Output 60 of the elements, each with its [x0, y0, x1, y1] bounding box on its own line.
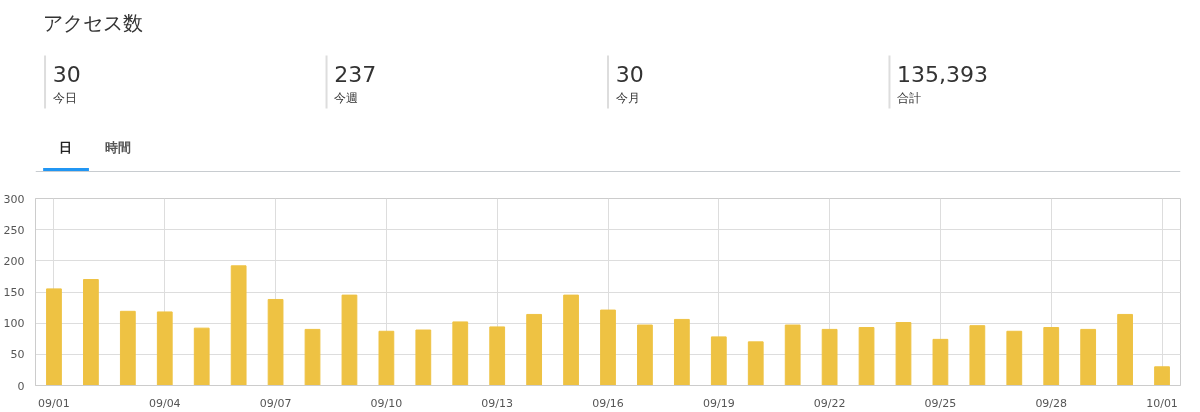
y-tick-label: 0	[17, 379, 25, 393]
bar	[969, 325, 986, 386]
x-tick-label: 09/07	[259, 396, 292, 410]
bar	[193, 327, 210, 386]
y-tick-label: 300	[3, 192, 25, 206]
bar	[932, 338, 949, 386]
bar	[563, 294, 579, 386]
bar	[747, 341, 764, 386]
x-tick-label: 09/28	[1035, 396, 1068, 410]
category-label: 今月	[615, 90, 640, 105]
category-label: 合計	[897, 90, 922, 105]
bar	[378, 330, 395, 386]
text: 日	[59, 140, 73, 155]
bar	[1154, 366, 1170, 386]
text: アクセス数	[43, 10, 144, 35]
bar	[1117, 313, 1133, 386]
x-tick-label: 09/19	[702, 396, 735, 410]
x-tick-label: 09/22	[813, 396, 846, 410]
bar	[784, 324, 801, 386]
bar	[83, 279, 99, 386]
x-tick-label: 09/10	[370, 396, 403, 410]
bar	[858, 327, 875, 386]
data-label: 30	[615, 61, 644, 87]
x-tick-label: 09/01	[38, 396, 70, 410]
category-label: 今週	[334, 90, 359, 105]
bar	[156, 311, 173, 386]
y-tick-label: 250	[3, 223, 25, 237]
y-tick-label: 100	[3, 317, 25, 331]
bar	[821, 328, 838, 386]
data-label: 30	[52, 61, 81, 87]
y-tick-label: 150	[3, 286, 25, 299]
bar	[1006, 330, 1023, 386]
x-tick-label: 09/16	[592, 396, 624, 410]
bar	[415, 329, 432, 386]
bar	[673, 318, 690, 386]
bar	[230, 265, 247, 386]
x-tick-label: 10/01	[1146, 396, 1178, 410]
bar	[895, 322, 912, 386]
bar	[1080, 328, 1097, 386]
bar	[489, 326, 506, 386]
data-label: 237	[334, 61, 377, 87]
bar	[710, 336, 727, 386]
x-tick-label: 09/13	[481, 396, 514, 410]
data-label: 135,393	[897, 61, 989, 87]
bar	[637, 324, 653, 386]
bar	[341, 294, 358, 386]
bar	[452, 321, 469, 386]
category-label: 今日	[52, 90, 77, 105]
bar	[1043, 327, 1060, 386]
bar	[600, 309, 616, 386]
bar	[526, 313, 543, 386]
bar	[267, 298, 284, 386]
x-tick-label: 09/04	[148, 396, 181, 410]
x-tick-label: 09/25	[924, 396, 957, 410]
text: 時間	[105, 140, 132, 155]
y-tick-label: 200	[3, 254, 25, 268]
bar	[119, 310, 136, 386]
bar	[46, 288, 62, 386]
y-tick-label: 50	[10, 348, 25, 362]
bar	[304, 328, 321, 386]
